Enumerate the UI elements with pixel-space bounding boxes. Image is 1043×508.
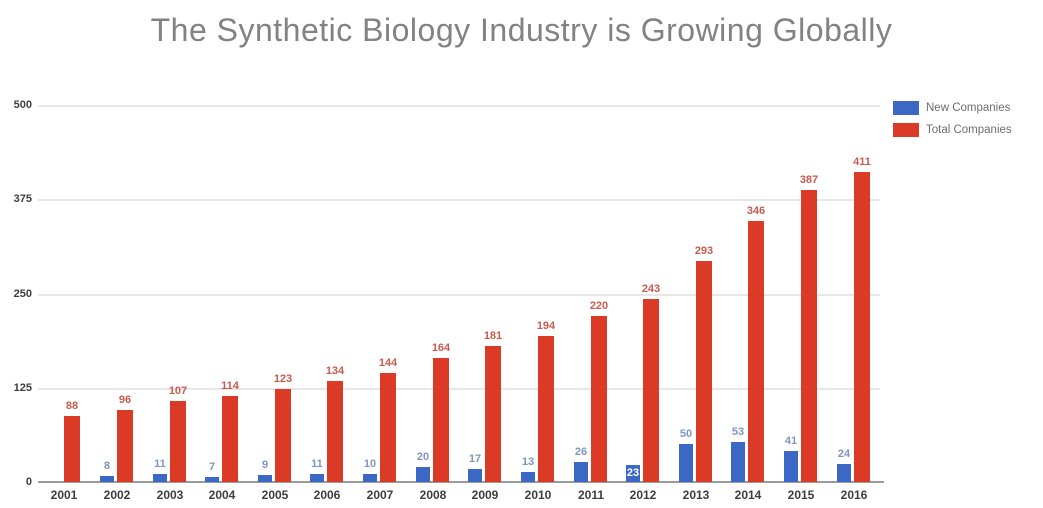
total-companies-swatch-icon xyxy=(893,123,919,137)
total-companies-bar-2006 xyxy=(327,381,343,482)
x-tick-label-2005: 2005 xyxy=(261,488,289,502)
bar-value-label: 194 xyxy=(536,320,556,332)
bar-value-label: 26 xyxy=(574,446,588,458)
total-companies-bar-2005 xyxy=(275,389,291,482)
new-companies-bar-2010 xyxy=(521,472,535,482)
total-companies-bar-2011 xyxy=(591,316,607,482)
total-companies-bar-2010 xyxy=(538,336,554,482)
bar-value-label: 164 xyxy=(431,342,451,354)
x-tick-label-2009: 2009 xyxy=(471,488,499,502)
x-tick-label-2012: 2012 xyxy=(629,488,657,502)
new-companies-bar-2012 xyxy=(626,465,640,482)
total-companies-bar-2015 xyxy=(801,190,817,482)
new-companies-bar-2011 xyxy=(574,462,588,482)
total-companies-bar-2004 xyxy=(222,396,238,482)
total-companies-bar-2013 xyxy=(696,261,712,482)
bar-value-label: 17 xyxy=(468,453,482,465)
bar-value-label: 96 xyxy=(118,394,132,406)
bar-value-label: 411 xyxy=(853,156,871,168)
x-tick-label-2006: 2006 xyxy=(313,488,341,502)
bar-value-label: 41 xyxy=(784,435,798,447)
bar-value-label: 144 xyxy=(378,357,398,369)
bar-value-label: 293 xyxy=(694,245,714,257)
gridline xyxy=(38,294,880,296)
chart-title: The Synthetic Biology Industry is Growin… xyxy=(150,12,893,48)
new-companies-bar-2016 xyxy=(837,464,851,482)
total-companies-bar-2016 xyxy=(854,172,870,482)
total-companies-bar-2012 xyxy=(643,299,659,482)
bar-value-label: 7 xyxy=(208,461,216,473)
new-companies-bar-2015 xyxy=(784,451,798,482)
new-companies-swatch-icon xyxy=(893,101,919,115)
y-tick-label: 250 xyxy=(13,288,32,300)
bar-value-label: 220 xyxy=(589,300,609,312)
legend-label-total-companies: Total Companies xyxy=(926,124,1012,136)
total-companies-bar-2003 xyxy=(170,401,186,482)
new-companies-bar-2005 xyxy=(258,475,272,482)
x-tick-label-2013: 2013 xyxy=(682,488,710,502)
x-tick-label-2003: 2003 xyxy=(156,488,184,502)
bar-value-label: 50 xyxy=(679,428,693,440)
bar-value-label: 10 xyxy=(363,458,377,470)
bar-value-label: 53 xyxy=(731,426,745,438)
gridline xyxy=(38,105,880,107)
y-tick-label: 125 xyxy=(13,382,32,394)
new-companies-bar-2006 xyxy=(310,474,324,482)
legend-label-new-companies: New Companies xyxy=(926,102,1011,114)
bar-value-label: 11 xyxy=(154,458,166,470)
y-tick-label: 375 xyxy=(13,193,32,205)
legend-item-new-companies: New Companies xyxy=(893,101,1012,115)
bar-value-label: 181 xyxy=(483,330,503,342)
new-companies-bar-2013 xyxy=(679,444,693,482)
bar-value-label: 20 xyxy=(416,451,430,463)
new-companies-bar-2004 xyxy=(205,477,219,482)
bar-value-label: 24 xyxy=(837,448,851,460)
bar-value-label: 123 xyxy=(273,373,293,385)
bar-value-label: 23 xyxy=(626,467,640,479)
bar-value-label: 134 xyxy=(325,365,345,377)
new-companies-bar-2014 xyxy=(731,442,745,482)
legend: New Companies Total Companies xyxy=(893,101,1012,145)
bar-value-label: 346 xyxy=(746,205,766,217)
y-tick-label: 500 xyxy=(13,99,32,111)
x-tick-label-2001: 2001 xyxy=(50,488,78,502)
x-tick-label-2004: 2004 xyxy=(208,488,236,502)
bar-value-label: 114 xyxy=(221,380,239,392)
new-companies-bar-2007 xyxy=(363,474,377,482)
gridline xyxy=(38,388,880,390)
bar-value-label: 88 xyxy=(65,400,79,412)
x-tick-label-2015: 2015 xyxy=(787,488,815,502)
x-tick-label-2011: 2011 xyxy=(577,488,605,502)
bar-value-label: 11 xyxy=(311,458,323,470)
x-tick-label-2014: 2014 xyxy=(734,488,762,502)
bar-value-label: 107 xyxy=(168,385,188,397)
x-tick-label-2010: 2010 xyxy=(524,488,552,502)
new-companies-bar-2003 xyxy=(153,474,167,482)
y-tick-label: 0 xyxy=(25,476,32,488)
x-tick-label-2007: 2007 xyxy=(366,488,394,502)
bar-value-label: 8 xyxy=(103,460,111,472)
total-companies-bar-2002 xyxy=(117,410,133,482)
x-axis-line xyxy=(38,481,884,483)
legend-item-total-companies: Total Companies xyxy=(893,123,1012,137)
total-companies-bar-2009 xyxy=(485,346,501,482)
total-companies-bar-2008 xyxy=(433,358,449,482)
total-companies-bar-2007 xyxy=(380,373,396,482)
gridline xyxy=(38,199,880,201)
bar-value-label: 9 xyxy=(261,459,269,471)
new-companies-bar-2009 xyxy=(468,469,482,482)
total-companies-bar-2014 xyxy=(748,221,764,482)
x-tick-label-2002: 2002 xyxy=(103,488,131,502)
bar-value-label: 13 xyxy=(521,456,535,468)
new-companies-bar-2008 xyxy=(416,467,430,482)
bar-value-label: 387 xyxy=(799,174,819,186)
total-companies-bar-2001 xyxy=(64,416,80,482)
x-tick-label-2008: 2008 xyxy=(419,488,447,502)
new-companies-bar-2002 xyxy=(100,476,114,482)
bar-value-label: 243 xyxy=(641,283,661,295)
x-tick-label-2016: 2016 xyxy=(840,488,868,502)
